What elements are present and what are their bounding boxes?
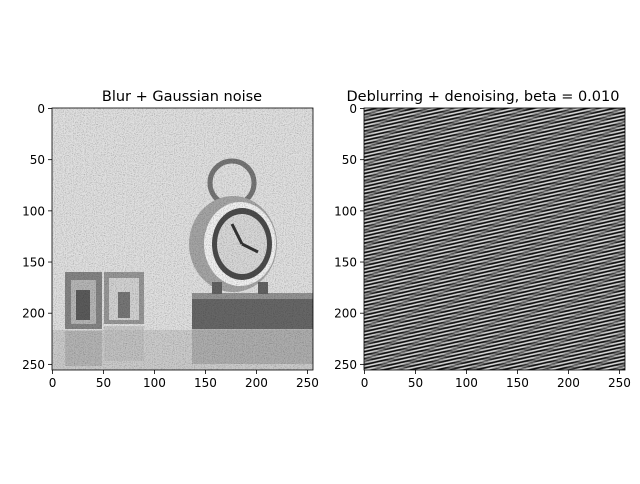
- panel-2-xtick-label-3: 150: [506, 376, 529, 390]
- panel-1-image: [52, 108, 313, 370]
- panel-2-ytick-label-4: 200: [334, 307, 357, 321]
- panel-1-xtick-label-3: 150: [194, 376, 217, 390]
- panel-1-xtick-label-4: 200: [245, 376, 268, 390]
- panel-1-xtick-label-0: 0: [49, 376, 57, 390]
- panel-2-ytick-label-2: 100: [334, 204, 357, 218]
- panel-1-ytick-label-2: 100: [22, 204, 45, 218]
- panel-2-xtick-label-5: 250: [608, 376, 631, 390]
- panel-2-frame: [363, 107, 626, 371]
- panel-2-ytick-label-1: 50: [342, 153, 357, 167]
- panel-2-xtick-label-0: 0: [361, 376, 369, 390]
- panel-1-xtick-label-2: 100: [143, 376, 166, 390]
- panel-1-ytick-label-3: 150: [22, 256, 45, 270]
- panel-1-frame: [51, 107, 314, 371]
- panel-2-ytick-label-3: 150: [334, 256, 357, 270]
- panel-1-title: Blur + Gaussian noise: [102, 89, 262, 105]
- panel-2-ytick-label-5: 250: [334, 358, 357, 372]
- panel-2-image: [364, 108, 625, 370]
- panel-1-ytick-label-0: 0: [37, 102, 45, 116]
- panel-1-ytick-label-4: 200: [22, 307, 45, 321]
- panel-2-title: Deblurring + denoising, beta = 0.010: [347, 89, 620, 105]
- panel-2-xtick-label-2: 100: [455, 376, 478, 390]
- panel-1-xtick-label-1: 50: [96, 376, 111, 390]
- panel-1-xtick-label-5: 250: [296, 376, 319, 390]
- panel-1-ytick-label-5: 250: [22, 358, 45, 372]
- panel-2-ytick-label-0: 0: [349, 102, 357, 116]
- panel-2-xtick-label-4: 200: [557, 376, 580, 390]
- panel-2-xtick-label-1: 50: [408, 376, 423, 390]
- panel-1-ytick-label-1: 50: [30, 153, 45, 167]
